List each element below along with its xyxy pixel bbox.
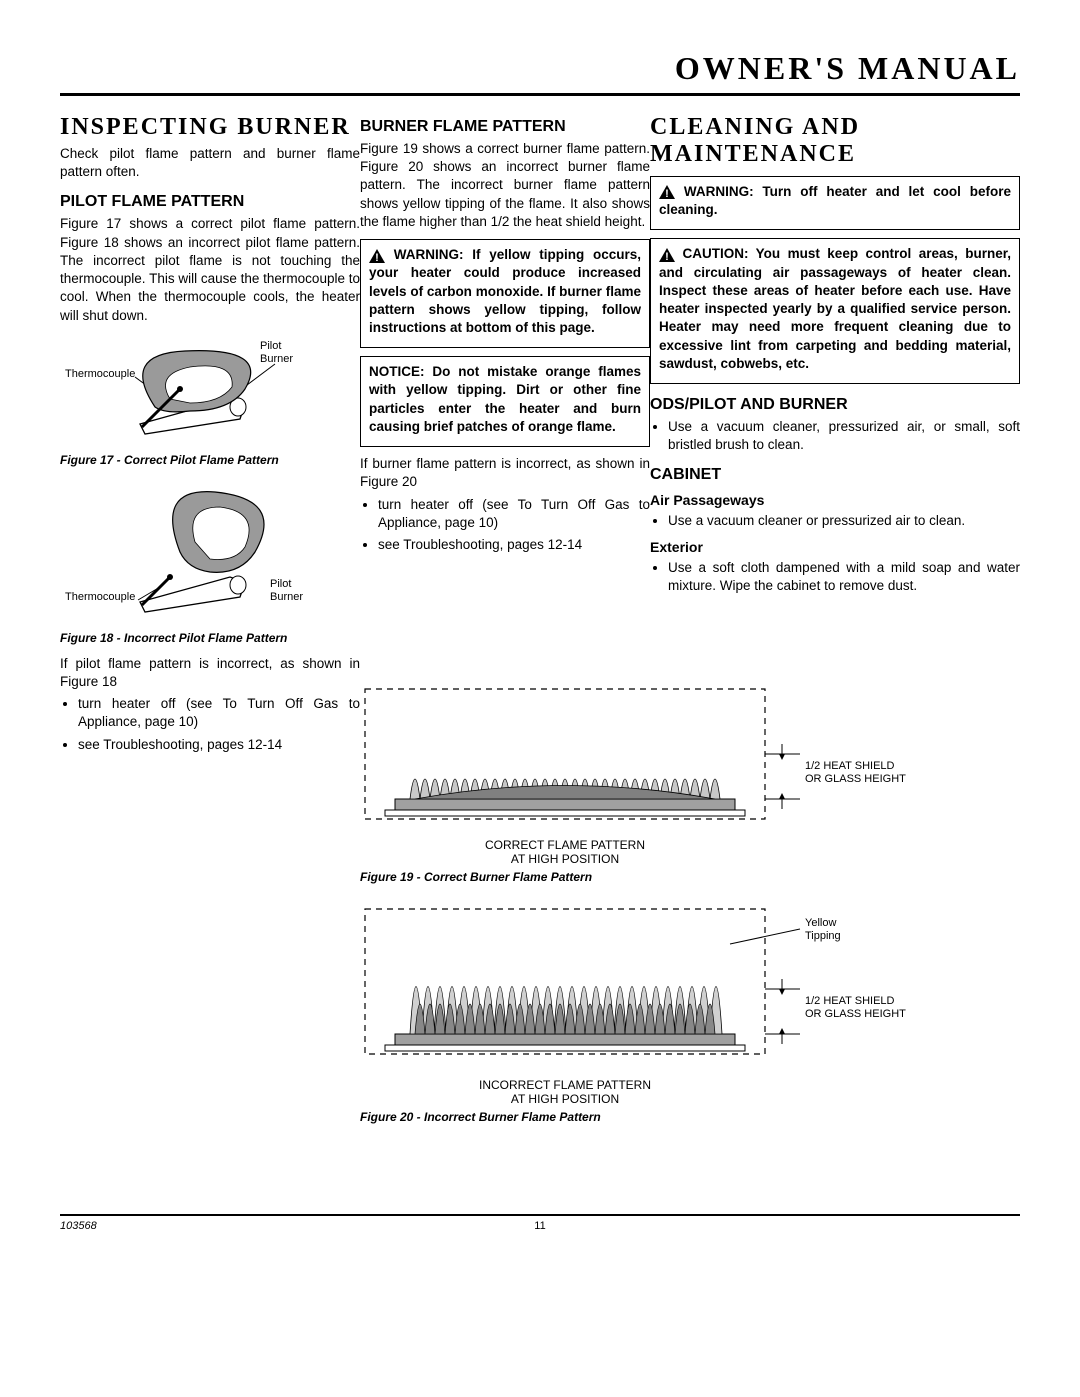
figure-18-caption: Figure 18 - Incorrect Pilot Flame Patter… [60,631,360,645]
figure-20-caption: Figure 20 - Incorrect Burner Flame Patte… [360,1110,1020,1124]
burner-incorrect-text: If burner flame pattern is incorrect, as… [360,455,650,491]
subhead-ods-pilot: ODS/PILOT AND BURNER [650,396,1020,414]
figure-18: Pilot Burner Thermocouple Figure 18 - In… [60,477,360,645]
warning-box-yellow-tipping: ! WARNING: If yellow tipping occurs, you… [360,239,650,348]
exterior-li: Use a soft cloth dampened with a mild so… [668,559,1020,595]
column-1: INSPECTING BURNER Check pilot flame patt… [60,114,360,758]
svg-text:1/2 HEAT SHIELD: 1/2 HEAT SHIELD [805,760,895,772]
svg-text:OR GLASS HEIGHT: OR GLASS HEIGHT [805,773,906,785]
notice-text: NOTICE: Do not mistake orange flames wit… [369,363,641,436]
caution-icon: ! [659,248,675,262]
figure-19-caption: Figure 19 - Correct Burner Flame Pattern [360,870,1020,884]
warning-box-turn-off: ! WARNING: Turn off heater and let cool … [650,176,1020,230]
svg-text:Tipping: Tipping [805,930,841,942]
svg-text:Thermocouple: Thermocouple [65,591,135,603]
fig20-line2: AT HIGH POSITION [511,1092,619,1106]
page-number: 11 [534,1220,545,1232]
warning-icon: ! [369,249,385,263]
column-2: BURNER FLAME PATTERN Figure 19 shows a c… [360,114,650,558]
burner-flame-text: Figure 19 shows a correct burner flame p… [360,140,650,231]
label-thermocouple: Thermocouple [65,368,135,380]
figure-20: 1/2 HEAT SHIELD OR GLASS HEIGHT Yellow T… [360,904,1020,1134]
warning-text: WARNING: If yellow tipping occurs, your … [369,247,641,335]
fig19-line1: CORRECT FLAME PATTERN [485,838,645,852]
svg-text:!: ! [665,251,669,262]
pilot-incorrect-text: If pilot flame pattern is incorrect, as … [60,655,360,691]
svg-text:!: ! [665,188,669,199]
label-pilot-burner: Pilot [260,340,281,352]
doc-number: 103568 [60,1220,97,1232]
pilot-flame-text: Figure 17 shows a correct pilot flame pa… [60,215,360,324]
svg-text:OR GLASS HEIGHT: OR GLASS HEIGHT [805,1008,906,1020]
svg-text:Burner: Burner [270,591,303,603]
notice-box: NOTICE: Do not mistake orange flames wit… [360,356,650,447]
burner-li-1: turn heater off (see To Turn Off Gas to … [378,496,650,532]
pilot-li-2: see Troubleshooting, pages 12-14 [78,736,360,754]
svg-text:Burner: Burner [260,353,293,365]
caution-box: ! CAUTION: You must keep control areas, … [650,238,1020,384]
pilot-li-1: turn heater off (see To Turn Off Gas to … [78,695,360,731]
subhead-pilot-flame: PILOT FLAME PATTERN [60,193,360,211]
intro-text: Check pilot flame pattern and burner fla… [60,145,360,181]
svg-text:Yellow: Yellow [805,917,836,929]
subhead-exterior: Exterior [650,539,1020,555]
section-inspecting-burner: INSPECTING BURNER [60,114,360,141]
figure-17: Pilot Burner Thermocouple Figure 17 - Co… [60,329,360,467]
subhead-cabinet: CABINET [650,466,1020,484]
warning-icon: ! [659,185,675,199]
page-footer: 103568 11 [60,1214,1020,1232]
burner-li-2: see Troubleshooting, pages 12-14 [378,536,650,554]
figure-17-caption: Figure 17 - Correct Pilot Flame Pattern [60,453,360,467]
svg-text:Pilot: Pilot [270,578,291,590]
figure-19: 1/2 HEAT SHIELD OR GLASS HEIGHT CORRECT … [360,684,1020,894]
ods-li: Use a vacuum cleaner, pressurized air, o… [668,418,1020,454]
fig20-line1: INCORRECT FLAME PATTERN [479,1078,651,1092]
svg-text:!: ! [375,252,379,263]
svg-text:1/2 HEAT SHIELD: 1/2 HEAT SHIELD [805,995,895,1007]
section-cleaning-maintenance: CLEANING AND MAINTENANCE [650,114,1020,168]
page-title: OWNER'S MANUAL [60,50,1020,96]
subhead-air-passageways: Air Passageways [650,492,1020,508]
caution-text: CAUTION: You must keep control areas, bu… [659,246,1011,370]
fig19-line2: AT HIGH POSITION [511,852,619,866]
column-3: CLEANING AND MAINTENANCE ! WARNING: Turn… [650,114,1020,599]
subhead-burner-flame: BURNER FLAME PATTERN [360,118,650,136]
air-li: Use a vacuum cleaner or pressurized air … [668,512,1020,530]
warning-turn-off-text: WARNING: Turn off heater and let cool be… [659,184,1011,217]
